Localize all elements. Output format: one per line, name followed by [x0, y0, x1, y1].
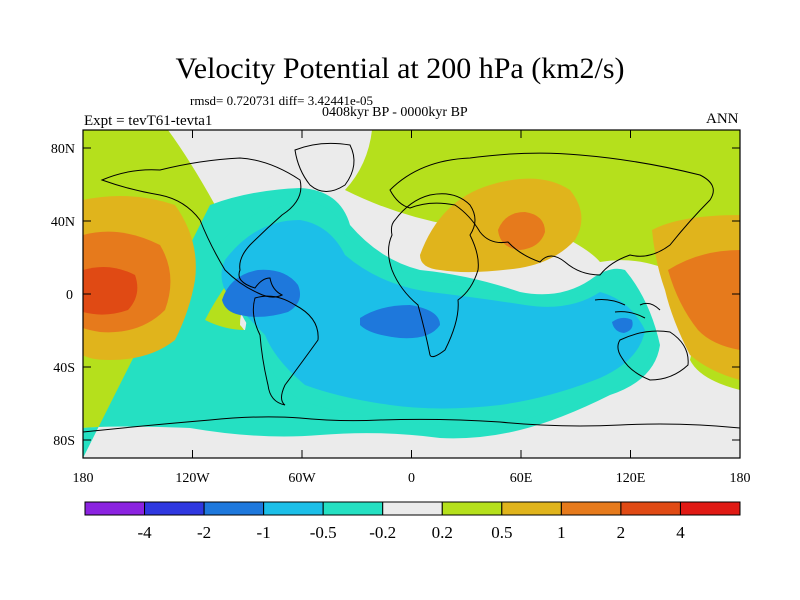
colorbar-label-4: -0.2: [369, 523, 396, 542]
colorbar-box-7: [501, 501, 562, 516]
x-label-120w: 120W: [175, 471, 210, 486]
field-positive-pacific-east-2: [668, 250, 740, 350]
colorbar-box-9: [620, 501, 681, 516]
coast-antarctica: [83, 416, 740, 433]
colorbar-box-3: [263, 501, 324, 516]
x-axis-ticks: [82, 130, 741, 458]
colorbar-label-7: 1: [557, 523, 566, 542]
colorbar-label-5: 0.2: [432, 523, 453, 542]
season-label: ANN: [706, 111, 739, 127]
colorbar-label-1: -2: [197, 523, 211, 542]
coast-australia: [617, 330, 689, 381]
colorbar-label-2: -1: [257, 523, 271, 542]
colorbar-box-6: [441, 501, 503, 516]
field-strong-positive-asia: [498, 212, 545, 250]
colorbar-box-1: [144, 501, 205, 516]
colorbar-label-3: -0.5: [310, 523, 337, 542]
colorbar: [84, 501, 741, 516]
x-label-0: 0: [408, 471, 415, 486]
y-label-40n: 40N: [51, 215, 75, 230]
y-label-0: 0: [66, 288, 73, 303]
colorbar-label-9: 4: [676, 523, 685, 542]
y-axis-labels: 80N 40N 0 40S 80S: [51, 142, 75, 449]
y-label-80n: 80N: [51, 142, 75, 157]
coastlines: [83, 142, 740, 433]
colorbar-box-5: [382, 501, 443, 516]
coast-south-america: [252, 295, 319, 406]
y-axis-ticks: [83, 147, 740, 441]
field-positive-pacific-west-3: [83, 266, 138, 315]
coast-eurasia: [389, 152, 714, 276]
period-label: 0408kyr BP - 0000kyr BP: [322, 105, 468, 120]
colorbar-box-10: [679, 501, 741, 516]
colorbar-label-6: 0.5: [491, 523, 512, 542]
stats-line: rmsd= 0.720731 diff= 3.42441e-05: [190, 93, 374, 108]
colorbar-label-0: -4: [137, 523, 152, 542]
field-strong-negative-americas: [222, 269, 301, 317]
x-label-120e: 120E: [616, 471, 646, 486]
colorbar-box-8: [560, 501, 622, 516]
colorbar-box-4: [322, 501, 384, 516]
x-axis-labels: 180 120W 60W 0 60E 120E 180: [73, 471, 751, 486]
x-label-60w: 60W: [288, 471, 316, 486]
x-label-180e: 180: [730, 471, 751, 486]
coast-north-america: [100, 157, 302, 298]
y-label-40s: 40S: [53, 361, 75, 376]
colorbar-labels: -4 -2 -1 -0.5 -0.2 0.2 0.5 1 2 4: [137, 523, 685, 542]
experiment-label: Expt = tevT61-tevta1: [84, 113, 213, 129]
contour-field: [83, 130, 740, 458]
x-label-60e: 60E: [510, 471, 533, 486]
coast-africa-europe: [388, 193, 479, 358]
colorbar-label-8: 2: [617, 523, 626, 542]
colorbar-box-0: [84, 501, 146, 516]
colorbar-box-2: [203, 501, 265, 516]
x-label-180w: 180: [73, 471, 94, 486]
map-title: Velocity Potential at 200 hPa (km2/s): [175, 52, 625, 85]
coast-greenland: [294, 142, 355, 192]
coast-indonesia: [594, 299, 661, 319]
field-strong-negative-indonesia: [612, 317, 633, 333]
y-label-80s: 80S: [53, 434, 75, 449]
